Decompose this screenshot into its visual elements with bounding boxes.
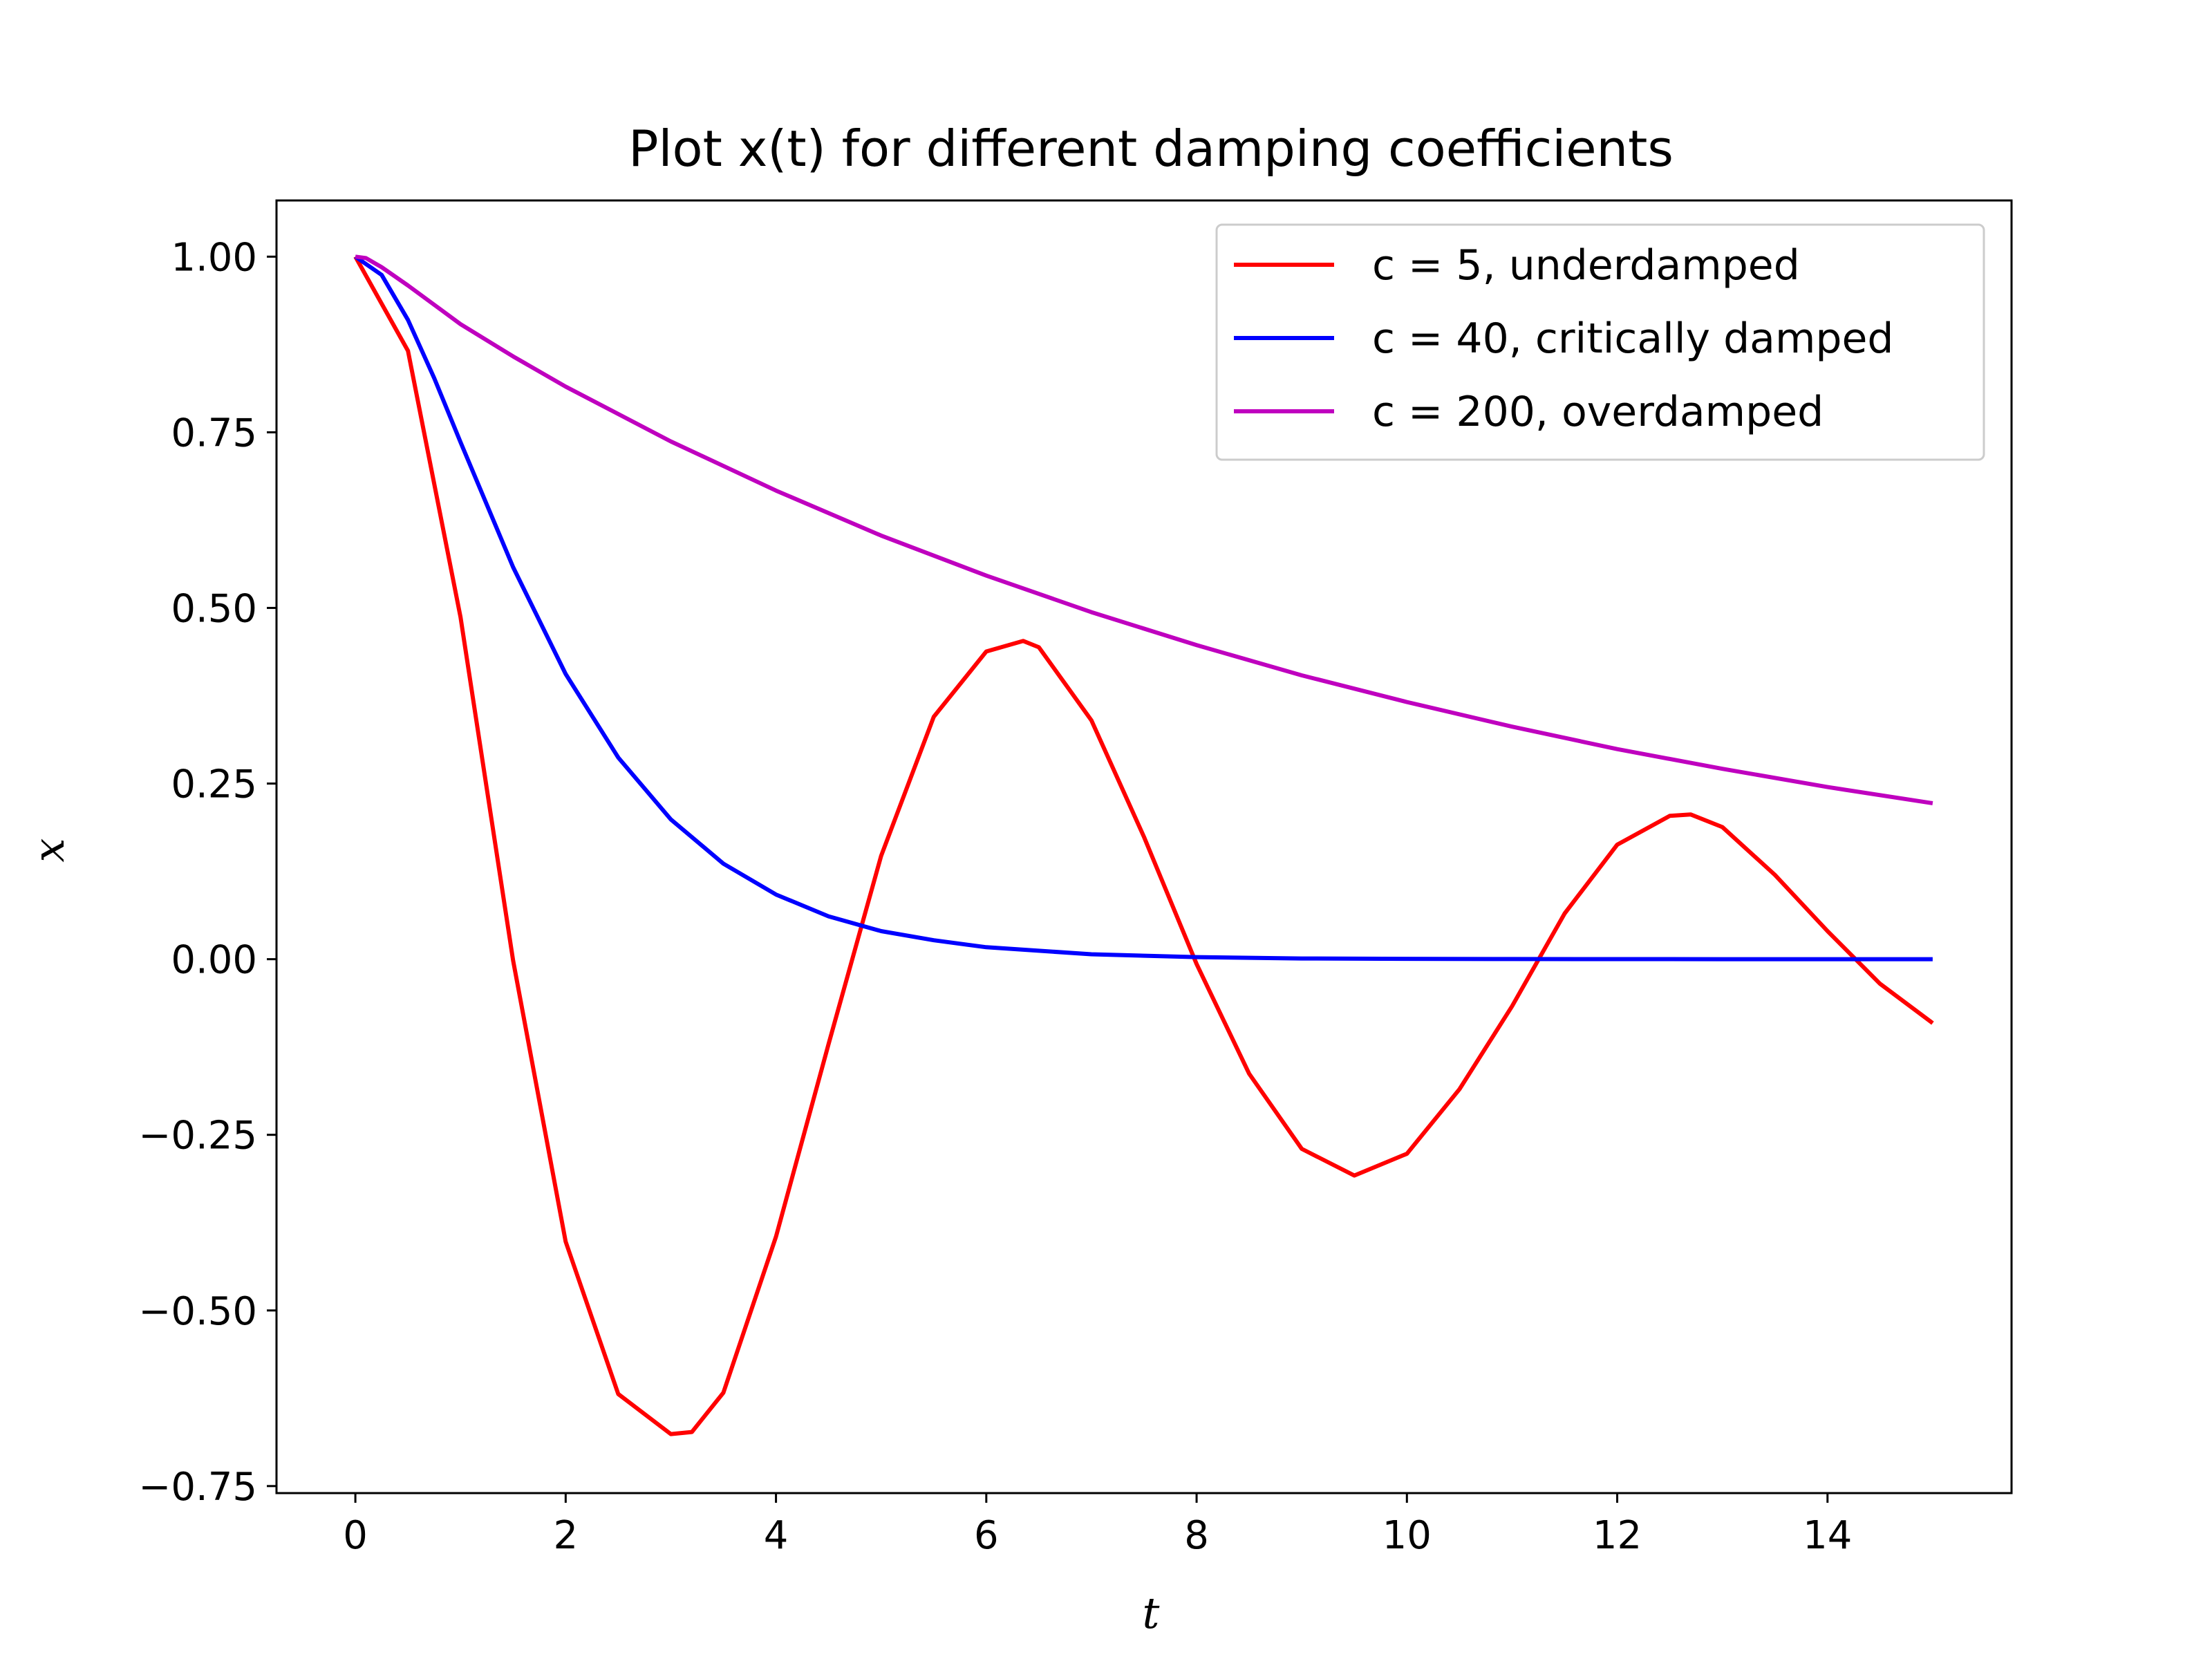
y-tick-label: −0.50 <box>138 1289 257 1334</box>
legend-box <box>1215 223 1985 461</box>
x-tick-label: 12 <box>1593 1513 1642 1558</box>
legend-label: c = 200, overdamped <box>1372 388 1824 436</box>
legend-label: c = 40, critically damped <box>1372 315 1893 363</box>
axes-frame <box>275 199 2013 1494</box>
y-tick-label: 1.00 <box>171 235 257 280</box>
x-tick-label: 0 <box>343 1513 368 1558</box>
legend: c = 5, underdamped c = 40, critically dam… <box>1215 223 1985 461</box>
x-axis-ticks: 0 2 4 6 8 10 12 14 <box>343 1493 1852 1558</box>
x-axis-label: t <box>1143 1588 1160 1638</box>
y-axis-ticks: −0.75 −0.50 −0.25 0.00 0.25 0.50 0.75 1.00 <box>138 235 276 1510</box>
y-tick-label: 0.75 <box>171 411 257 456</box>
plot-layer <box>353 254 1934 1436</box>
legend-label: c = 5, underdamped <box>1372 241 1800 290</box>
x-tick-label: 14 <box>1803 1513 1852 1558</box>
y-tick-label: −0.25 <box>138 1114 257 1159</box>
y-tick-label: −0.75 <box>138 1465 257 1510</box>
x-tick-label: 6 <box>974 1513 999 1558</box>
y-tick-label: 0.00 <box>171 938 257 983</box>
y-tick-label: 0.50 <box>171 586 257 631</box>
x-tick-label: 10 <box>1382 1513 1432 1558</box>
x-tick-label: 4 <box>764 1513 789 1558</box>
y-tick-label: 0.25 <box>171 762 257 807</box>
chart-title: Plot x(t) for different damping coeffici… <box>628 120 1674 178</box>
series-line-0 <box>353 255 1934 1436</box>
series-line-2 <box>355 254 1933 805</box>
y-axis-label: x <box>24 838 74 862</box>
x-tick-label: 2 <box>554 1513 579 1558</box>
series-line-1 <box>354 254 1933 962</box>
x-tick-label: 8 <box>1184 1513 1209 1558</box>
